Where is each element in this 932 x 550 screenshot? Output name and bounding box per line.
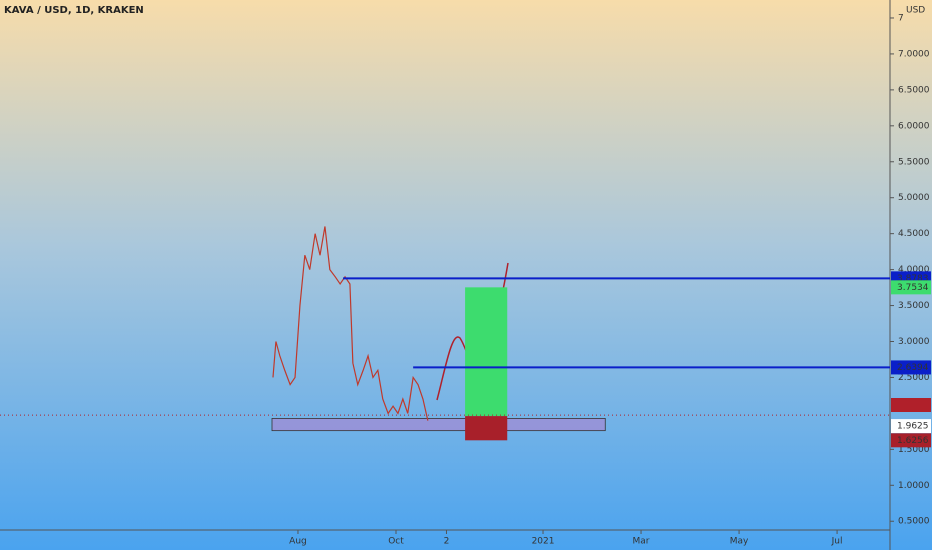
chart-title: KAVA / USD, 1D, KRAKEN	[4, 5, 144, 16]
stop-tag	[891, 433, 931, 448]
target-label: 3.7534	[897, 283, 929, 293]
y-tick-label: 1.5000	[898, 445, 930, 455]
y-tick-label: 4.0000	[898, 265, 930, 275]
loss-zone	[465, 416, 508, 441]
current-price-marker	[891, 398, 931, 412]
currency-label: USD	[906, 6, 925, 16]
price-line	[272, 226, 429, 421]
x-tick-label: 2021	[532, 537, 555, 547]
y-tick-label: 5.0000	[898, 193, 930, 203]
y-tick-label: 6.0000	[898, 121, 930, 131]
y-tick-label: 3.0000	[898, 337, 930, 347]
stop-label: 1.6256	[897, 436, 929, 446]
y-tick-label: 5.5000	[898, 157, 930, 167]
x-tick-label: Aug	[289, 537, 307, 547]
entry-label: 1.9625	[897, 422, 929, 432]
range-box	[271, 418, 606, 432]
y-tick-label: 3.5000	[898, 301, 930, 311]
x-tick-label: Mar	[633, 537, 650, 547]
target-tag	[891, 280, 931, 295]
y-tick-label: 7.0000	[898, 49, 930, 59]
entry-tag	[891, 419, 931, 434]
y-tick-label: 1.0000	[898, 481, 930, 491]
level-tag	[891, 360, 931, 375]
y-tick-label: 6.5000	[898, 85, 930, 95]
y-tick-label: 2.5000	[898, 373, 930, 383]
level-label: 3.8783	[897, 274, 929, 284]
x-tick-label: 2	[444, 537, 450, 547]
profit-zone	[465, 287, 508, 417]
y-tick-label: 0.5000	[898, 517, 930, 527]
y-tick-label: 7	[898, 13, 904, 23]
y-tick-label: 4.5000	[898, 229, 930, 239]
x-tick-label: May	[730, 537, 749, 547]
x-tick-label: Oct	[388, 537, 404, 547]
level-label: 2.6394	[897, 363, 929, 373]
x-tick-label: Jul	[831, 537, 843, 547]
